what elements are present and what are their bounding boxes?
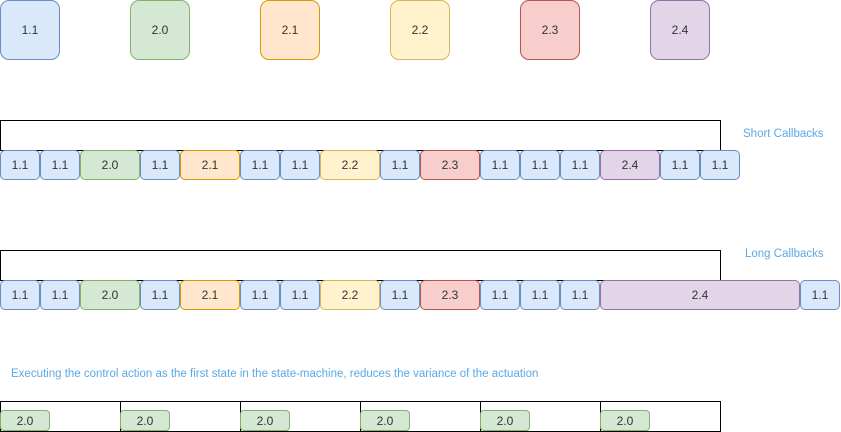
state-cell-2-4: 2.4 — [600, 280, 800, 310]
state-cell-2-1: 2.1 — [180, 150, 240, 180]
state-cell-1-1: 1.1 — [40, 150, 80, 180]
state-cell-1-1: 1.1 — [660, 150, 700, 180]
long-callbacks-label: Long Callbacks — [745, 248, 824, 260]
control-action-cell: 2.0 — [0, 410, 50, 431]
legend-state-2-4: 2.4 — [650, 0, 710, 60]
state-cell-1-1: 1.1 — [480, 280, 520, 310]
state-cell-1-1: 1.1 — [140, 150, 180, 180]
state-cell-1-1: 1.1 — [480, 150, 520, 180]
state-cell-2-2: 2.2 — [320, 150, 380, 180]
control-action-note: Executing the control action as the firs… — [11, 368, 539, 380]
state-cell-1-1: 1.1 — [560, 150, 600, 180]
control-action-cell: 2.0 — [360, 410, 410, 431]
control-action-cell: 2.0 — [480, 410, 530, 431]
legend-state-1-1: 1.1 — [0, 0, 60, 60]
state-cell-1-1: 1.1 — [280, 280, 320, 310]
state-cell-1-1: 1.1 — [240, 280, 280, 310]
state-cell-2-4: 2.4 — [600, 150, 660, 180]
control-action-cell: 2.0 — [120, 410, 170, 431]
control-action-cell: 2.0 — [240, 410, 290, 431]
state-cell-1-1: 1.1 — [800, 280, 840, 310]
legend-state-2-1: 2.1 — [260, 0, 320, 60]
state-cell-1-1: 1.1 — [560, 280, 600, 310]
state-cell-2-0: 2.0 — [80, 280, 140, 310]
state-cell-2-3: 2.3 — [420, 150, 480, 180]
state-cell-1-1: 1.1 — [380, 280, 420, 310]
state-cell-1-1: 1.1 — [520, 150, 560, 180]
state-cell-2-2: 2.2 — [320, 280, 380, 310]
long-callbacks-frame — [0, 250, 721, 281]
state-cell-2-0: 2.0 — [80, 150, 140, 180]
state-cell-2-3: 2.3 — [420, 280, 480, 310]
state-cell-2-1: 2.1 — [180, 280, 240, 310]
state-cell-1-1: 1.1 — [140, 280, 180, 310]
state-cell-1-1: 1.1 — [700, 150, 740, 180]
control-action-cell: 2.0 — [600, 410, 650, 431]
state-cell-1-1: 1.1 — [240, 150, 280, 180]
short-callbacks-frame — [0, 120, 721, 151]
legend-state-2-2: 2.2 — [390, 0, 450, 60]
state-cell-1-1: 1.1 — [40, 280, 80, 310]
state-cell-1-1: 1.1 — [380, 150, 420, 180]
state-cell-1-1: 1.1 — [0, 150, 40, 180]
state-cell-1-1: 1.1 — [520, 280, 560, 310]
state-cell-1-1: 1.1 — [280, 150, 320, 180]
short-callbacks-label: Short Callbacks — [743, 128, 824, 140]
legend-state-2-3: 2.3 — [520, 0, 580, 60]
state-cell-1-1: 1.1 — [0, 280, 40, 310]
legend-state-2-0: 2.0 — [130, 0, 190, 60]
